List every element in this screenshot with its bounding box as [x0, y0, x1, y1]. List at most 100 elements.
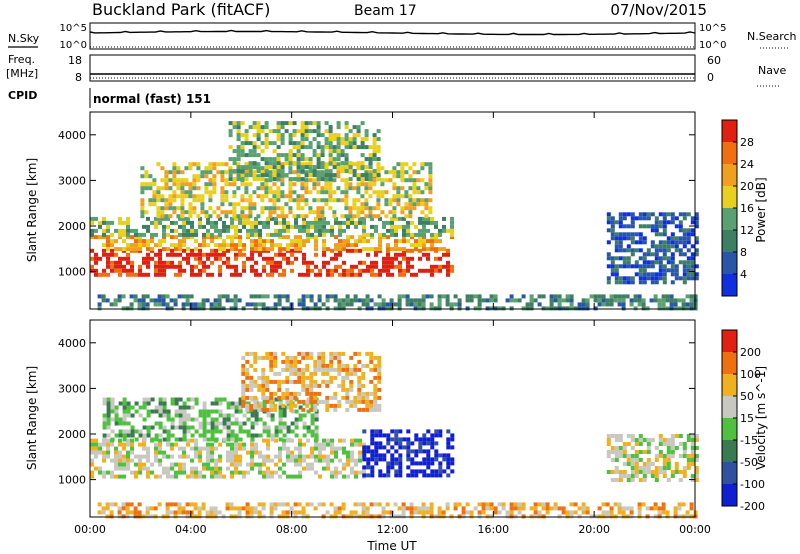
velocity-cell: [261, 375, 266, 380]
power-cell: [565, 298, 570, 303]
power-cell: [658, 224, 663, 229]
power-cell: [404, 170, 409, 175]
power-cell: [658, 256, 663, 261]
velocity-cell: [234, 409, 239, 414]
velocity-cell: [230, 454, 234, 459]
power-cell: [228, 177, 233, 182]
power-cell: [296, 177, 301, 182]
power-cell: [234, 224, 238, 229]
power-cell: [678, 276, 683, 281]
velocity-cell: [230, 446, 234, 451]
power-cell: [190, 248, 194, 253]
velocity-cell: [165, 502, 170, 507]
power-cell: [154, 216, 158, 221]
power-cell: [364, 198, 369, 203]
velocity-cell: [106, 442, 110, 447]
velocity-cell: [218, 413, 223, 418]
power-cell: [674, 244, 679, 249]
power-cell: [296, 141, 301, 146]
velocity-cell: [186, 425, 191, 430]
power-cell: [601, 302, 606, 307]
power-cell: [262, 224, 266, 229]
velocity-cell: [354, 458, 358, 463]
velocity-cell: [106, 433, 111, 438]
velocity-cell: [385, 502, 390, 507]
velocity-cell: [122, 397, 127, 402]
velocity-cell: [682, 470, 687, 474]
power-cell: [201, 298, 206, 303]
power-cell: [142, 260, 146, 265]
power-cell: [300, 141, 305, 146]
power-cell: [270, 243, 274, 248]
velocity-cell: [609, 514, 614, 519]
power-cell: [408, 186, 413, 191]
velocity-cell: [434, 469, 439, 474]
power-cell: [402, 252, 406, 257]
power-cell: [372, 173, 377, 178]
power-cell: [276, 206, 281, 211]
velocity-cell: [314, 446, 318, 451]
power-cell: [358, 235, 362, 240]
velocity-cell: [350, 466, 354, 471]
power-cell: [206, 272, 210, 277]
velocity-cell: [325, 379, 330, 384]
velocity-cell: [637, 502, 642, 507]
velocity-cell: [230, 433, 235, 438]
power-cell: [358, 216, 362, 221]
velocity-cell: [261, 407, 266, 412]
power-cell: [272, 206, 277, 211]
velocity-cell: [285, 391, 290, 396]
velocity-cell: [193, 506, 198, 511]
power-cell: [340, 190, 345, 195]
velocity-cell: [166, 417, 171, 422]
velocity-cell: [289, 379, 294, 384]
power-cell: [240, 214, 245, 219]
velocity-cell: [198, 421, 203, 426]
power-cell: [654, 228, 659, 233]
velocity-cell: [166, 413, 171, 418]
power-colorbar-tick: 28: [740, 136, 754, 149]
power-cell: [457, 298, 462, 303]
velocity-cell: [241, 383, 246, 388]
power-cell: [256, 153, 261, 158]
velocity-cell: [197, 510, 202, 515]
velocity-cell: [122, 466, 126, 471]
power-cell: [610, 224, 615, 229]
velocity-cell: [642, 474, 647, 478]
velocity-cell: [618, 438, 623, 442]
power-cell: [192, 194, 197, 199]
power-cell: [180, 190, 185, 195]
velocity-cell: [158, 405, 163, 410]
power-cell: [194, 239, 198, 244]
power-cell: [377, 306, 382, 311]
velocity-cell: [553, 506, 558, 511]
velocity-cell: [317, 502, 322, 507]
velocity-cell: [374, 449, 379, 454]
power-cell: [134, 239, 138, 244]
velocity-cell: [686, 458, 691, 462]
power-cell: [129, 302, 134, 307]
power-cell: [378, 232, 382, 237]
power-cell: [154, 268, 158, 273]
velocity-cell: [501, 502, 506, 507]
velocity-cell: [273, 355, 278, 360]
power-cell: [370, 235, 374, 240]
power-cell: [662, 264, 667, 269]
power-cell: [272, 194, 277, 199]
power-cell: [110, 243, 114, 248]
power-cell: [450, 228, 454, 233]
power-cell: [646, 260, 651, 265]
power-cell: [638, 268, 643, 273]
velocity-cell: [505, 510, 510, 515]
power-cell: [437, 298, 442, 303]
velocity-cell: [122, 474, 126, 479]
velocity-cell: [198, 470, 202, 475]
power-cell: [678, 240, 683, 245]
velocity-cell: [666, 462, 671, 466]
velocity-cell: [693, 514, 698, 519]
velocity-cell: [210, 417, 215, 422]
power-cell: [493, 294, 498, 299]
power-cell: [252, 206, 257, 211]
power-cell: [94, 268, 98, 273]
velocity-cell: [341, 383, 346, 388]
